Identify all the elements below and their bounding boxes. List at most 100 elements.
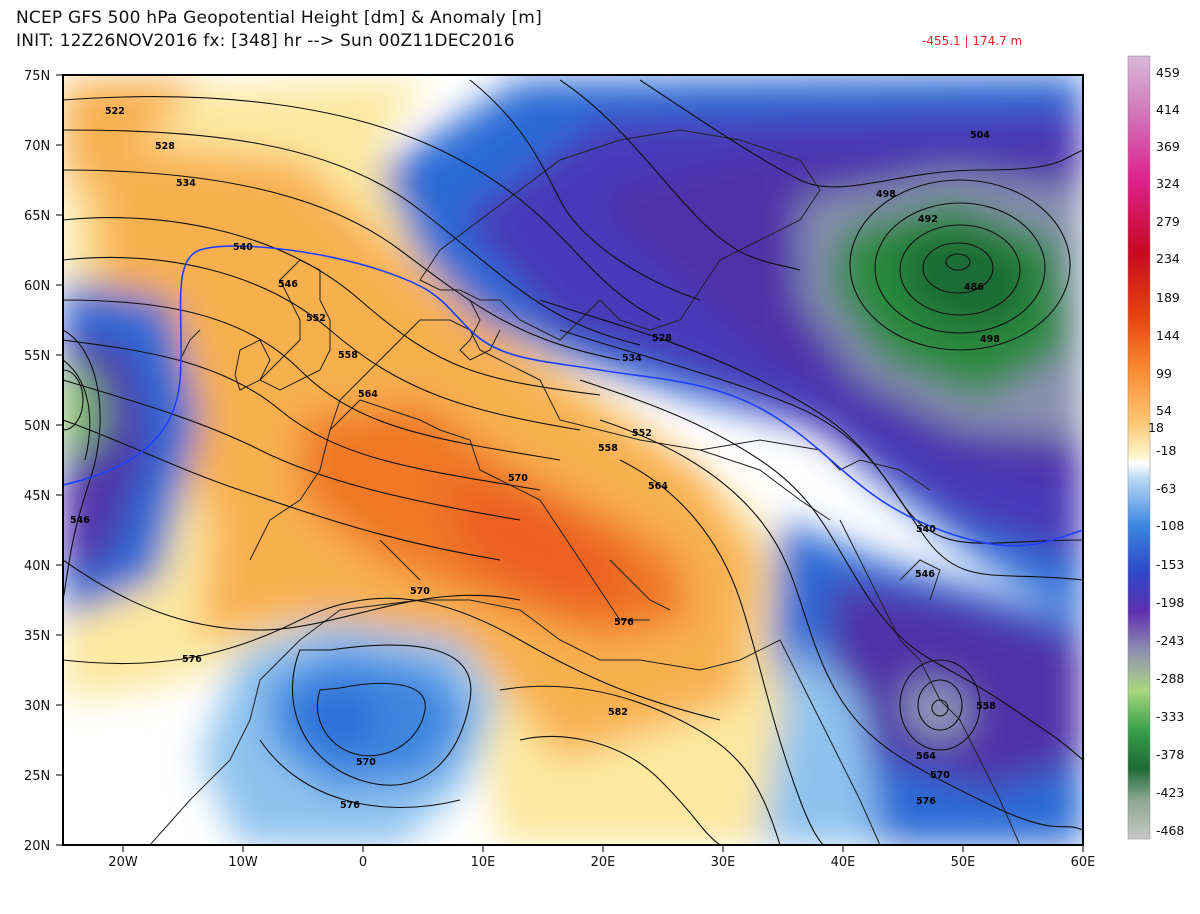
svg-text:20E: 20E: [591, 855, 616, 870]
colorbar-label: 189: [1156, 290, 1180, 305]
longitude-axis: 20W 10W 0 10E 20E 30E 40E 50E 60E: [108, 845, 1095, 870]
contour-label: 546: [915, 569, 935, 580]
lon-tick: 20E: [591, 845, 616, 870]
lat-tick: 25N: [24, 769, 63, 784]
svg-text:10E: 10E: [471, 855, 496, 870]
contour-label: 576: [614, 617, 634, 628]
svg-text:25N: 25N: [24, 769, 50, 784]
contour-label: 534: [176, 178, 196, 189]
lat-tick: 75N: [24, 69, 63, 84]
colorbar-label: 414: [1156, 102, 1180, 117]
colorbar-label: 369: [1156, 139, 1180, 154]
colorbar-label: -468: [1156, 823, 1184, 838]
contour-label: 552: [306, 313, 326, 324]
svg-text:20W: 20W: [108, 855, 138, 870]
colorbar: 459 414 369 324 279 234 189 144 99 54 18…: [1127, 55, 1184, 840]
svg-text:45N: 45N: [24, 489, 50, 504]
lon-tick: 60E: [1071, 845, 1096, 870]
svg-text:40E: 40E: [831, 855, 856, 870]
contour-label: 582: [608, 707, 628, 718]
contour-label: 570: [508, 473, 528, 484]
colorbar-label: 279: [1156, 214, 1180, 229]
contour-label: 570: [356, 757, 376, 768]
contour-label: 498: [980, 334, 1000, 345]
lon-tick: 0: [359, 845, 367, 870]
contour-label: 546: [278, 279, 298, 290]
lat-tick: 70N: [24, 139, 63, 154]
colorbar-label: -378: [1156, 747, 1184, 762]
contour-label: 558: [598, 443, 618, 454]
contour-label: 570: [930, 770, 950, 781]
map-frame: [62, 74, 1084, 846]
svg-text:55N: 55N: [24, 349, 50, 364]
colorbar-label: 234: [1156, 251, 1180, 266]
lon-tick: 30E: [711, 845, 736, 870]
forecast-init-line: INIT: 12Z26NOV2016 fx: [348] hr --> Sun …: [16, 31, 515, 51]
lon-tick: 10E: [471, 845, 496, 870]
contour-label: 564: [358, 389, 378, 400]
svg-text:70N: 70N: [24, 139, 50, 154]
lat-tick: 50N: [24, 419, 63, 434]
colorbar-label: -18: [1156, 443, 1176, 458]
contour-label: 576: [182, 654, 202, 665]
contour-labels: 522 528 534 540 546 552 558 564 570 576 …: [70, 106, 1000, 811]
colorbar-label: 54: [1156, 403, 1172, 418]
contour-label: 492: [918, 214, 938, 225]
contour-label: 504: [970, 130, 990, 141]
colorbar-label: -108: [1156, 518, 1184, 533]
svg-text:30N: 30N: [24, 699, 50, 714]
svg-text:75N: 75N: [24, 69, 50, 84]
contour-540: [63, 245, 1083, 547]
colorbar-label: -243: [1156, 633, 1184, 648]
svg-text:50E: 50E: [951, 855, 976, 870]
svg-text:60N: 60N: [24, 279, 50, 294]
latitude-axis: 75N 70N 65N 60N 55N 50N 45N 40N 35N 30N …: [24, 69, 63, 854]
lon-tick: 40E: [831, 845, 856, 870]
contour-label: 522: [105, 106, 125, 117]
lon-tick: 50E: [951, 845, 976, 870]
lat-tick: 20N: [24, 839, 63, 854]
contour-label: 564: [916, 751, 936, 762]
colorbar-label: 459: [1156, 65, 1180, 80]
lat-tick: 45N: [24, 489, 63, 504]
contour-label: 528: [155, 141, 175, 152]
svg-text:0: 0: [359, 855, 367, 870]
colorbar-label: -288: [1156, 671, 1184, 686]
colorbar-label: 144: [1156, 328, 1180, 343]
contour-label: 564: [648, 481, 668, 492]
colorbar-label: -423: [1156, 785, 1184, 800]
colorbar-label: 99: [1156, 366, 1172, 381]
anomaly-range-readout: -455.1 | 174.7 m: [922, 34, 1023, 48]
lat-tick: 35N: [24, 629, 63, 644]
svg-text:20N: 20N: [24, 839, 50, 854]
svg-text:50N: 50N: [24, 419, 50, 434]
svg-text:30E: 30E: [711, 855, 736, 870]
colorbar-label: -153: [1156, 557, 1184, 572]
coastlines: [149, 129, 1021, 845]
svg-text:10W: 10W: [228, 855, 258, 870]
colorbar-label: -333: [1156, 709, 1184, 724]
svg-text:60E: 60E: [1071, 855, 1096, 870]
contour-label: 558: [976, 701, 996, 712]
lat-tick: 60N: [24, 279, 63, 294]
lon-tick: 20W: [108, 845, 138, 870]
lat-tick: 30N: [24, 699, 63, 714]
anomaly-shading: [63, 75, 1083, 845]
colorbar-label: 18: [1148, 420, 1164, 435]
contour-label: 558: [338, 350, 358, 361]
contour-label: 540: [916, 524, 936, 535]
colorbar-gradient: [1127, 55, 1151, 840]
svg-text:65N: 65N: [24, 209, 50, 224]
lat-tick: 65N: [24, 209, 63, 224]
contour-label: 546: [70, 515, 90, 526]
contour-label: 534: [622, 353, 642, 364]
contour-label: 540: [233, 242, 253, 253]
lon-tick: 10W: [228, 845, 258, 870]
contour-label: 528: [652, 333, 672, 344]
contour-label: 552: [632, 428, 652, 439]
contour-label: 576: [916, 796, 936, 807]
height-contours: [63, 79, 1083, 845]
contour-label: 570: [410, 586, 430, 597]
lat-tick: 40N: [24, 559, 63, 574]
